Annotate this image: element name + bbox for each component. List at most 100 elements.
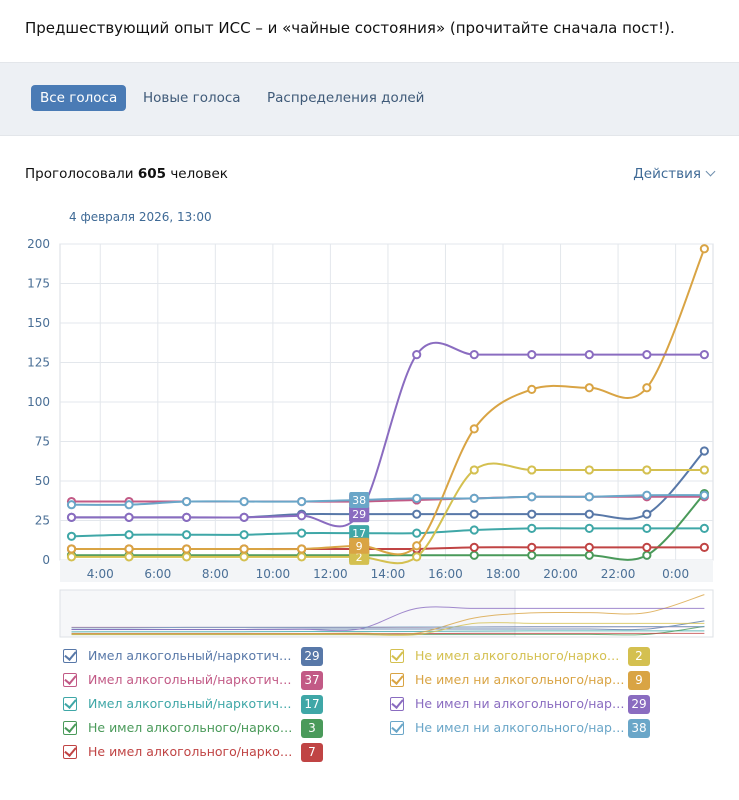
y-tick-label: 125 — [27, 356, 50, 370]
series-point — [469, 542, 479, 552]
checkbox-icon[interactable] — [390, 721, 404, 735]
hover-badge-label: 17 — [352, 527, 366, 540]
checkbox-icon[interactable] — [63, 673, 77, 687]
series-point — [181, 530, 192, 540]
actions-dropdown[interactable]: Действия — [633, 166, 716, 182]
voted-summary: Проголосовали 605 человек — [25, 166, 228, 182]
tab-all-votes[interactable]: Все голоса — [31, 85, 127, 111]
hover-badge-label: 38 — [352, 494, 366, 507]
voted-suffix: человек — [170, 166, 228, 182]
voted-count: 605 — [137, 166, 167, 182]
series-point — [66, 544, 77, 554]
series-point — [297, 496, 307, 507]
hover-badge — [349, 537, 370, 554]
series-point — [584, 550, 594, 560]
poll-title: Предшествующий опыт ИСС – и «чайные сост… — [25, 19, 675, 37]
series-point — [527, 384, 537, 394]
series-point — [527, 523, 537, 533]
series-point — [469, 424, 479, 434]
header: Предшествующий опыт ИСС – и «чайные сост… — [0, 0, 739, 62]
legend-count-badge: 7 — [301, 743, 323, 762]
hover-badge-label: 9 — [356, 540, 363, 553]
y-tick-label: 50 — [35, 474, 50, 488]
tab-bar: Все голоса Новые голоса Распределения до… — [0, 62, 739, 136]
legend-label: Имел алкогольный/наркотический... — [88, 696, 298, 711]
navigator-line — [71, 606, 705, 632]
chart-timestamp: 4 февраля 2026, 13:00 — [69, 210, 212, 224]
series-point — [412, 493, 422, 503]
series-point — [297, 511, 307, 521]
hover-badge-label: 29 — [352, 508, 366, 521]
tab-new-votes[interactable]: Новые голоса — [143, 90, 241, 106]
series-point — [584, 383, 594, 393]
series-point — [699, 350, 709, 360]
series-point — [66, 500, 77, 510]
x-tick-label: 4:00 — [87, 567, 114, 581]
series-point — [297, 552, 307, 562]
series-point — [469, 493, 479, 503]
series-point — [642, 509, 652, 519]
series-point — [527, 492, 537, 502]
hover-badge — [349, 506, 370, 523]
legend-count-badge: 2 — [628, 647, 650, 666]
checkbox-icon[interactable] — [63, 649, 77, 663]
x-tick-label: 20:00 — [543, 567, 578, 581]
line-chart[interactable]: 0 25 50 75 100 125 150 175 200 4:00 6:00 8:00 10:00 1… — [0, 230, 739, 640]
x-axis-band — [60, 560, 713, 582]
legend-count-badge: 3 — [301, 719, 323, 738]
checkbox-icon[interactable] — [63, 697, 77, 711]
series-point — [412, 528, 422, 538]
series-point — [297, 528, 307, 538]
series-point — [584, 350, 594, 360]
checkbox-icon[interactable] — [63, 745, 77, 759]
checkbox-icon[interactable] — [390, 697, 404, 711]
hover-badge — [349, 491, 370, 508]
series-point — [181, 512, 192, 522]
chevron-down-icon — [705, 166, 716, 177]
checkbox-icon[interactable] — [63, 721, 77, 735]
x-tick-label: 16:00 — [428, 567, 463, 581]
legend-label: Не имел ни алкогольного/наркотического..… — [415, 696, 625, 711]
series-point — [239, 512, 249, 522]
legend-label: Не имел ни алкогольного/наркотического..… — [415, 720, 625, 735]
series-point — [642, 490, 652, 500]
legend-label: Имел алкогольный/наркотический... — [88, 672, 298, 687]
series-point — [66, 552, 77, 562]
series-point — [124, 500, 134, 510]
checkbox-icon[interactable] — [390, 649, 404, 663]
voted-prefix: Проголосовали — [25, 166, 134, 182]
x-tick-label: 6:00 — [144, 567, 171, 581]
series-point — [699, 465, 709, 475]
actions-label: Действия — [633, 166, 701, 182]
legend-label: Не имел ни алкогольного/наркотического..… — [415, 672, 625, 687]
series-point — [699, 244, 709, 254]
series-point — [642, 350, 652, 360]
series-point — [699, 523, 709, 533]
x-tick-label: 8:00 — [202, 567, 229, 581]
legend-count-badge: 37 — [301, 671, 323, 690]
series-point — [527, 465, 537, 475]
series-point — [239, 552, 249, 562]
series-line-3 — [71, 527, 705, 538]
legend-count-badge: 29 — [301, 647, 323, 666]
legend: Имел алкогольный/наркотический...29Имел … — [0, 640, 739, 770]
series-point — [699, 542, 709, 552]
legend-label: Не имел алкогольного/наркотического... — [88, 720, 298, 735]
legend-count-badge: 38 — [628, 719, 650, 738]
series-point — [124, 512, 134, 522]
navigator-line — [71, 594, 705, 635]
series-point — [412, 350, 422, 360]
navigator-line — [71, 621, 705, 636]
navigator-line — [71, 630, 705, 633]
tab-share-distribution[interactable]: Распределения долей — [267, 90, 425, 106]
x-tick-label: 12:00 — [313, 567, 348, 581]
checkbox-icon[interactable] — [390, 673, 404, 687]
series-point — [124, 544, 134, 554]
series-point — [124, 552, 134, 562]
series-point — [642, 550, 652, 560]
series-point — [584, 492, 594, 502]
series-point — [124, 530, 134, 540]
series-point — [699, 490, 709, 500]
series-point — [642, 465, 652, 475]
x-tick-label: 14:00 — [371, 567, 406, 581]
